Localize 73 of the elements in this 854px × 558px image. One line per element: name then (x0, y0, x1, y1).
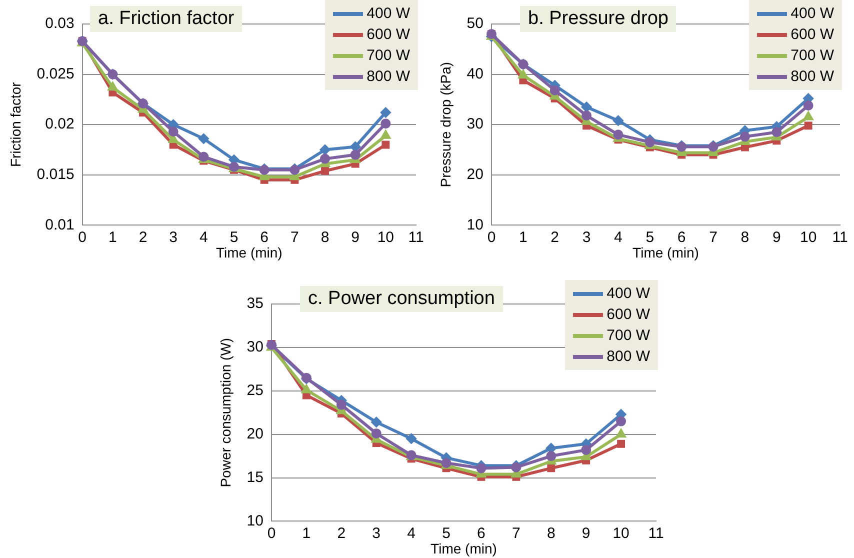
x-tick-label: 1 (108, 228, 117, 246)
x-tick-label: 5 (442, 524, 450, 542)
y-tick-label: 0.01 (45, 216, 74, 234)
x-tick-label: 10 (800, 228, 817, 246)
x-tick-label: 6 (477, 524, 486, 542)
legend-label: 600 W (790, 25, 834, 45)
x-tick-label: 3 (582, 228, 591, 246)
y-axis-title: Friction factor (7, 82, 24, 168)
y-tick-label: 30 (466, 116, 484, 133)
y-tick-label: 15 (246, 468, 264, 486)
x-tick-label: 7 (290, 228, 299, 246)
legend-label: 800 W (790, 67, 834, 87)
x-tick-label: 9 (351, 228, 360, 246)
legend-label: 700 W (606, 326, 650, 346)
x-tick-label: 4 (200, 228, 208, 246)
legend-label: 600 W (606, 305, 650, 325)
y-tick-label: 20 (246, 425, 264, 442)
legend-label: 700 W (790, 46, 834, 66)
legend-label: 700 W (366, 46, 410, 66)
x-tick-label: 1 (302, 524, 311, 542)
x-tick-label: 9 (582, 524, 590, 542)
y-tick-label: 0.03 (45, 15, 74, 32)
x-tick-label: 3 (372, 524, 381, 542)
y-tick-label: 0.025 (36, 65, 74, 82)
x-tick-label: 0 (267, 524, 276, 542)
x-tick-label: 2 (337, 524, 346, 542)
y-tick-label: 40 (466, 65, 484, 82)
legend-label: 400 W (366, 4, 410, 24)
x-tick-label: 2 (138, 228, 148, 246)
x-tick-label: 10 (612, 524, 630, 542)
legend-label: 800 W (606, 347, 650, 367)
y-tick-label: 35 (246, 295, 264, 312)
x-tick-label: 11 (408, 228, 424, 246)
y-tick-label: 10 (466, 216, 484, 234)
legend-label: 400 W (790, 4, 834, 24)
chart-title: a. Friction factor (90, 6, 242, 32)
y-tick-label: 30 (246, 338, 264, 356)
y-tick-label: 50 (466, 15, 484, 32)
x-tick-label: 6 (260, 228, 269, 246)
x-axis-title: Time (min) (216, 244, 282, 260)
x-tick-label: 9 (772, 228, 781, 246)
y-tick-label: 0.015 (36, 166, 74, 184)
x-tick-label: 5 (646, 228, 654, 246)
x-tick-label: 3 (169, 228, 178, 246)
x-tick-label: 5 (230, 228, 238, 246)
x-tick-label: 0 (487, 228, 496, 246)
x-tick-label: 6 (677, 228, 686, 246)
x-tick-label: 0 (78, 228, 87, 246)
y-tick-label: 20 (466, 166, 484, 184)
legend-label: 600 W (366, 25, 410, 45)
x-tick-label: 10 (377, 228, 394, 246)
x-tick-label: 1 (518, 228, 528, 246)
chart-title: c. Power consumption (300, 286, 503, 312)
x-axis-title: Time (min) (430, 540, 497, 556)
legend-label: 800 W (366, 67, 410, 87)
legend-label: 400 W (606, 284, 650, 304)
x-tick-label: 4 (407, 524, 416, 542)
chart-title: b. Pressure drop (520, 6, 676, 32)
x-tick-label: 11 (648, 524, 664, 542)
x-tick-label: 4 (614, 228, 622, 246)
y-axis-title: Power consumption (W) (217, 338, 234, 488)
x-tick-label: 8 (546, 524, 556, 542)
x-axis-title: Time (min) (632, 244, 699, 260)
y-tick-label: 0.02 (45, 116, 74, 133)
x-tick-label: 8 (740, 228, 750, 246)
x-tick-label: 2 (550, 228, 560, 246)
x-tick-label: 8 (320, 228, 330, 246)
y-tick-label: 25 (246, 382, 264, 400)
x-tick-label: 11 (832, 228, 848, 246)
y-axis-title: Pressure drop (kPa) (437, 62, 454, 188)
x-tick-label: 7 (709, 228, 718, 246)
x-tick-label: 7 (512, 524, 520, 542)
y-tick-label: 10 (246, 512, 264, 530)
